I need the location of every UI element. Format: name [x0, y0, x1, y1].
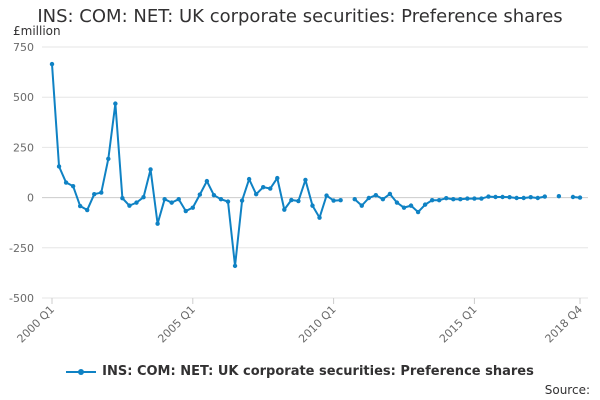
data-point — [232, 263, 238, 269]
data-point — [268, 186, 273, 191]
legend: INS: COM: NET: UK corporate securities: … — [0, 364, 600, 379]
data-point — [169, 200, 174, 205]
data-point — [275, 175, 280, 181]
data-point — [218, 197, 224, 202]
data-point — [577, 195, 583, 200]
x-tick-label: 2015 Q1 — [437, 303, 480, 346]
data-point — [324, 193, 329, 198]
data-point — [176, 197, 181, 202]
data-point — [190, 205, 195, 210]
data-point — [465, 196, 470, 201]
data-point — [155, 221, 160, 226]
data-point — [556, 193, 562, 199]
data-point — [338, 198, 343, 203]
data-point — [113, 101, 118, 106]
data-point — [253, 191, 259, 197]
data-point — [380, 197, 386, 202]
data-point — [317, 215, 322, 220]
legend-label: INS: COM: NET: UK corporate securities: … — [102, 364, 534, 379]
data-point — [225, 199, 231, 204]
series-points — [49, 61, 583, 269]
chart-title: INS: COM: NET: UK corporate securities: … — [37, 6, 563, 27]
data-point — [289, 197, 294, 203]
data-point — [472, 196, 477, 201]
data-point — [359, 203, 364, 208]
data-point — [99, 190, 104, 195]
data-point — [542, 194, 547, 199]
data-point — [387, 191, 393, 197]
data-point — [310, 203, 315, 208]
gridlines — [42, 46, 588, 299]
x-tick-label: 2018 Q4 — [543, 303, 586, 346]
series-line — [51, 64, 581, 267]
y-tick-label: 250 — [13, 141, 34, 154]
data-point — [282, 207, 287, 212]
data-point — [500, 194, 505, 200]
data-point — [127, 203, 132, 208]
data-point — [296, 198, 301, 204]
data-point — [134, 200, 139, 205]
data-point — [246, 176, 252, 182]
y-tick-label: -500 — [9, 292, 34, 305]
data-point — [373, 192, 379, 198]
data-point — [303, 177, 308, 183]
data-point — [507, 194, 512, 200]
data-point — [92, 191, 97, 197]
data-point — [352, 197, 357, 202]
x-tick-label: 2010 Q1 — [296, 303, 339, 346]
data-point — [106, 156, 111, 162]
data-point — [366, 195, 371, 201]
data-point — [239, 198, 245, 203]
data-point — [408, 203, 414, 208]
data-point — [394, 200, 400, 205]
data-point — [444, 196, 449, 201]
x-tick-label: 2000 Q1 — [15, 303, 58, 346]
legend-swatch — [66, 367, 97, 377]
unit-label: £million — [13, 24, 61, 38]
data-point — [148, 167, 153, 172]
x-tick-label: 2005 Q1 — [155, 303, 198, 346]
data-point — [63, 180, 69, 185]
data-point — [528, 194, 533, 200]
data-point — [422, 202, 428, 207]
data-point — [261, 184, 266, 190]
y-tick-label: 0 — [27, 192, 34, 205]
y-tick-label: 500 — [13, 91, 34, 104]
data-point — [331, 198, 336, 203]
data-point — [401, 205, 407, 210]
data-point — [458, 197, 463, 202]
data-point — [493, 194, 498, 200]
data-point — [211, 192, 217, 198]
data-point — [570, 194, 576, 200]
data-point — [56, 164, 62, 169]
data-point — [437, 198, 442, 203]
y-axis-ticks: 750 500 250 0 -250 -500 — [9, 41, 34, 305]
data-point — [162, 197, 167, 202]
data-point — [415, 209, 421, 215]
data-point — [120, 196, 125, 201]
data-point — [204, 178, 210, 184]
y-tick-label: 750 — [13, 41, 34, 54]
series-line-segment — [354, 192, 545, 214]
data-point — [85, 207, 90, 213]
data-point — [77, 203, 83, 209]
data-point — [535, 195, 540, 201]
x-axis-ticks: 2000 Q1 2005 Q1 2010 Q1 2015 Q1 2018 Q4 — [15, 298, 586, 346]
data-point — [514, 195, 519, 201]
data-point — [486, 194, 491, 199]
data-point — [429, 198, 435, 203]
series-line-segment — [51, 64, 341, 267]
data-point — [49, 61, 55, 67]
data-point — [183, 208, 188, 214]
data-point — [479, 196, 484, 201]
data-point — [451, 197, 456, 202]
data-point — [197, 192, 203, 197]
data-point — [70, 183, 76, 189]
y-tick-label: -250 — [9, 242, 34, 255]
source-label: Source: — [544, 383, 590, 397]
data-point — [521, 195, 526, 201]
data-point — [141, 194, 146, 200]
